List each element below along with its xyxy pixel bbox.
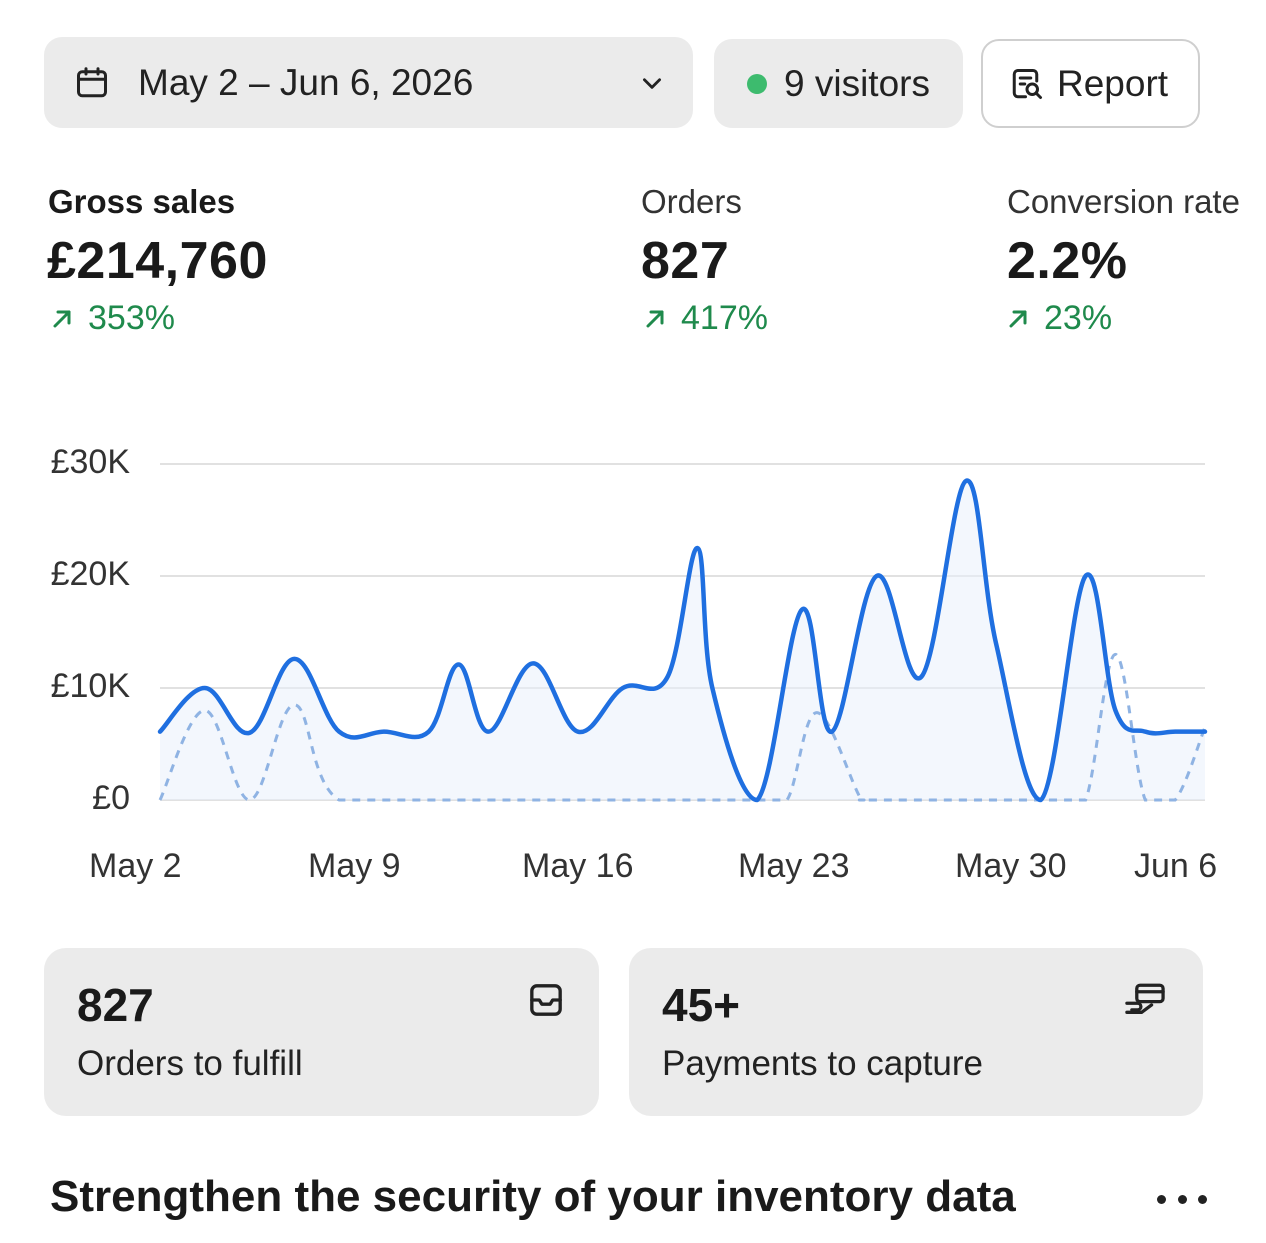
more-dot — [1157, 1194, 1166, 1204]
x-tick-label: Jun 6 — [1134, 847, 1218, 885]
metric-change-value: 353% — [88, 299, 175, 337]
date-range-label: May 2 – Jun 6, 2026 — [138, 61, 474, 103]
report-button-label: Report — [1057, 62, 1169, 104]
more-dot — [1177, 1194, 1187, 1204]
card-label: Payments to capture — [662, 1044, 983, 1083]
y-tick-label: £0 — [92, 779, 130, 817]
chevron-down-icon — [639, 70, 665, 96]
more-options-button[interactable] — [1157, 1184, 1207, 1214]
y-tick-label: £20K — [50, 555, 130, 593]
orders-to-fulfill-card[interactable]: 827 Orders to fulfill — [44, 948, 599, 1116]
metric-label: Conversion rate — [1007, 183, 1240, 220]
y-tick-label: £10K — [50, 667, 130, 705]
trend-up-icon — [53, 310, 71, 327]
y-tick-label: £30K — [50, 443, 130, 481]
date-range-picker[interactable]: May 2 – Jun 6, 2026 — [44, 37, 693, 128]
x-tick-label: May 16 — [522, 847, 634, 885]
metric-change: 353% — [50, 299, 175, 338]
metric-change: 23% — [1006, 299, 1112, 338]
gross-sales-line — [157, 478, 1208, 803]
x-tick-label: May 9 — [308, 847, 401, 885]
gross-sales-area — [160, 480, 1205, 800]
inbox-icon — [526, 980, 566, 1020]
metric-change-value: 417% — [681, 299, 768, 337]
x-tick-label: May 2 — [89, 847, 182, 885]
metric-label: Gross sales — [48, 183, 236, 220]
card-label: Orders to fulfill — [77, 1044, 303, 1083]
metric-change-value: 23% — [1044, 299, 1113, 337]
visitors-label: 9 visitors — [784, 62, 930, 104]
metric-value: 827 — [641, 232, 730, 290]
more-dot — [1198, 1194, 1207, 1204]
metric-change: 417% — [643, 299, 768, 338]
x-tick-label: May 30 — [955, 847, 1067, 885]
card-value: 45+ — [662, 979, 741, 1031]
live-visitors-button[interactable]: 9 visitors — [714, 39, 963, 128]
trend-up-icon — [646, 310, 664, 327]
sales-chart-plot — [157, 463, 1208, 803]
security-section-title: Strengthen the security of your inventor… — [50, 1172, 1016, 1221]
calendar-icon — [74, 65, 110, 101]
payments-to-capture-card[interactable]: 45+ Payments to capture — [629, 948, 1203, 1116]
metric-value: £214,760 — [47, 232, 268, 290]
metric-label: Orders — [641, 183, 742, 220]
payment-hand-icon — [1122, 980, 1168, 1020]
x-tick-label: May 23 — [738, 847, 850, 885]
live-status-dot — [747, 73, 767, 94]
card-value: 827 — [77, 979, 154, 1031]
report-button[interactable]: Report — [981, 39, 1200, 128]
report-search-icon — [1009, 66, 1045, 102]
metric-value: 2.2% — [1007, 232, 1128, 290]
trend-up-icon — [1009, 310, 1027, 327]
